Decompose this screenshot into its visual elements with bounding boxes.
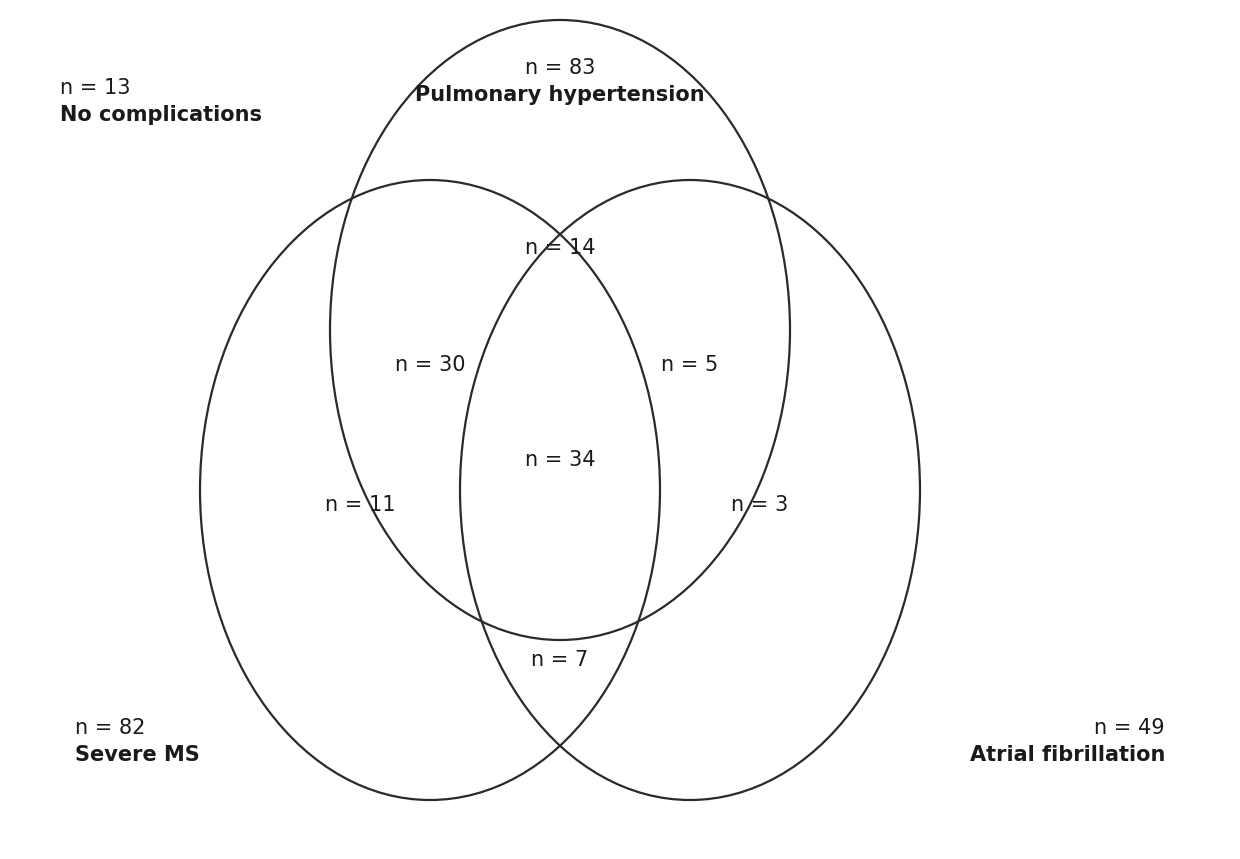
- Text: Pulmonary hypertension: Pulmonary hypertension: [415, 85, 704, 105]
- Text: Severe MS: Severe MS: [74, 745, 200, 765]
- Text: n = 11: n = 11: [325, 495, 396, 515]
- Text: n = 49: n = 49: [1095, 718, 1166, 738]
- Text: n = 5: n = 5: [661, 355, 719, 375]
- Text: Atrial fibrillation: Atrial fibrillation: [970, 745, 1166, 765]
- Text: n = 7: n = 7: [532, 650, 589, 670]
- Text: n = 13: n = 13: [60, 78, 130, 98]
- Text: No complications: No complications: [60, 105, 262, 125]
- Text: n = 82: n = 82: [74, 718, 145, 738]
- Text: n = 3: n = 3: [732, 495, 789, 515]
- Text: n = 83: n = 83: [525, 58, 595, 78]
- Text: n = 14: n = 14: [525, 238, 595, 258]
- Text: n = 34: n = 34: [525, 450, 595, 470]
- Text: n = 30: n = 30: [394, 355, 465, 375]
